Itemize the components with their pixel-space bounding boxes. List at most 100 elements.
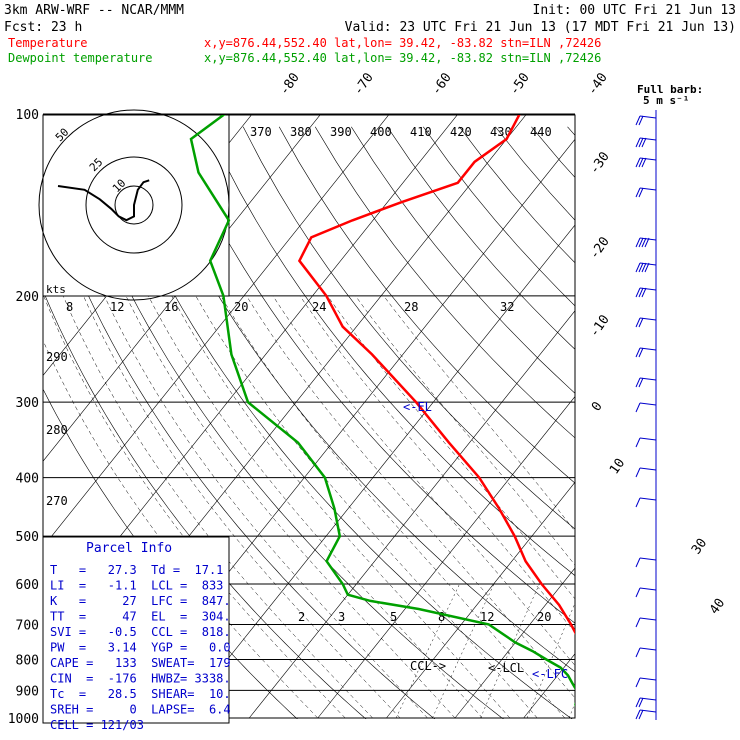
barb-title: Full barb: <box>637 83 703 96</box>
wind-barb-flag <box>641 137 647 148</box>
wind-barb-flag <box>635 157 641 168</box>
wind-barb <box>639 647 657 651</box>
wind-barb-flag <box>638 697 644 708</box>
dry-adiabat-line <box>387 126 575 350</box>
isotherm-label: -40 <box>585 70 611 98</box>
theta-label: 400 <box>370 125 392 139</box>
parcel-info-row: Tc = 28.5 SHEAR= 10. <box>50 687 231 701</box>
parcel-info-row: T = 27.3 Td = 17.1 <box>50 563 223 577</box>
parcel-info-row: LI = -1.1 LCL = 833 <box>50 579 223 593</box>
wind-barb-flag <box>641 287 647 298</box>
mixing-ratio-label: 32 <box>500 300 514 314</box>
theta-label: 390 <box>330 125 352 139</box>
hodograph-box <box>42 114 230 297</box>
mixing-ratio-line <box>432 583 495 719</box>
wind-barb-flag <box>635 497 641 508</box>
isotherm-label: -70 <box>351 70 377 98</box>
dry-adiabat-line <box>640 127 740 731</box>
theta-label: 410 <box>410 125 432 139</box>
dry-adiabat-label: 290 <box>46 350 68 364</box>
pressure-tick-label: 600 <box>16 578 39 593</box>
mixing-ratio-label: 8 <box>66 300 73 314</box>
wind-barb-flag <box>644 237 650 248</box>
hodograph-units: kts <box>46 283 66 296</box>
theta-label: 430 <box>490 125 512 139</box>
dry-adiabat-line <box>98 126 573 719</box>
mixing-ratio-line <box>480 583 540 719</box>
legend-temperature: Temperature <box>8 36 87 50</box>
wind-barb-flag <box>635 697 641 708</box>
isotherm-label: 10 <box>607 456 628 477</box>
wind-barb-flag <box>638 709 644 720</box>
isotherm-label: 30 <box>689 536 710 557</box>
dry-adiabat-line <box>134 126 575 673</box>
dry-adiabat-line <box>351 126 575 394</box>
lfc-marker: <-LFC <box>532 667 568 681</box>
isotherm-label: -30 <box>587 149 613 177</box>
parcel-info-panel: Parcel Info T = 27.3 Td = 17.1 LI = -1.1 … <box>42 536 231 732</box>
isotherm-line <box>180 224 575 719</box>
parcel-info-row: PW = 3.14 YGP = 0.0 <box>50 641 231 655</box>
dry-adiabat-line <box>676 127 740 731</box>
plot-frame <box>42 114 576 719</box>
wind-barb-column <box>635 110 657 720</box>
pressure-tick-label: 800 <box>16 653 39 668</box>
wind-barb-flag <box>635 402 641 413</box>
dry-adiabat-line <box>495 126 575 221</box>
isotherm-line <box>592 114 740 718</box>
mixing-ratio-label: 20 <box>234 300 248 314</box>
isotherm-label: -60 <box>429 70 455 98</box>
wind-barb-flag <box>641 237 647 248</box>
wind-barb-flag <box>638 262 644 273</box>
parcel-info-row: SVI = -0.5 CCL = 818. <box>50 625 231 639</box>
wind-barb-flag <box>638 237 644 248</box>
wind-barb <box>639 437 657 441</box>
pressure-tick-label: 700 <box>16 618 39 633</box>
dry-adiabat-line <box>314 126 575 439</box>
wind-barb <box>639 497 657 501</box>
wind-barb <box>639 557 657 561</box>
wind-barb-flag <box>638 347 644 358</box>
wind-barb-flag <box>635 137 641 148</box>
wind-barb-flag <box>635 237 641 248</box>
isotherm-label: -10 <box>587 312 613 340</box>
wind-barb-flag <box>638 317 644 328</box>
wind-barb-flag <box>635 709 641 720</box>
ccl-marker: CCL-> <box>410 659 446 673</box>
wind-barb <box>639 402 657 406</box>
init-time: Init: 00 UTC Fri 21 Jun 13 <box>533 3 737 18</box>
isotherm-line <box>317 396 575 719</box>
mixing-ratio-line <box>568 702 575 719</box>
mixing-ratio-label: 24 <box>312 300 326 314</box>
wind-barb-flag <box>635 587 641 598</box>
wind-barb <box>639 587 657 591</box>
parcel-info-box <box>42 536 230 724</box>
isotherm-line <box>386 481 575 719</box>
isotherm-line <box>248 310 575 719</box>
parcel-info-row: K = 27 LFC = 847. <box>50 594 231 608</box>
hodograph-ring-50 <box>38 109 230 301</box>
mixing-ratio-line <box>526 602 575 719</box>
dry-adiabat-line <box>604 127 740 731</box>
dry-adiabat-line <box>567 126 575 136</box>
isotherm-label: -80 <box>277 70 303 98</box>
wind-barb-flag <box>638 187 644 198</box>
wind-barb-flag <box>635 317 641 328</box>
theta-label: 440 <box>530 125 552 139</box>
mixing-ratio-label-low: 8 <box>438 610 445 624</box>
mixing-ratio-line <box>625 584 675 718</box>
dry-adiabat-line <box>206 126 575 577</box>
moist-adiabat-line <box>220 295 565 719</box>
isotherm-label: 0 <box>589 399 606 414</box>
parcel-info-title: Parcel Info <box>86 541 172 556</box>
mixing-ratio-label-low: 5 <box>390 610 397 624</box>
el-marker: <-EL <box>403 400 432 414</box>
parcel-info-row: TT = 47 EL = 304. <box>50 610 231 624</box>
wind-barb-flag <box>635 617 641 628</box>
theta-label: 370 <box>250 125 272 139</box>
moist-adiabat-line <box>299 295 575 633</box>
isotherm-label: -50 <box>507 70 533 98</box>
pressure-tick-label: 300 <box>16 396 39 411</box>
moist-adiabat-line <box>355 295 575 566</box>
